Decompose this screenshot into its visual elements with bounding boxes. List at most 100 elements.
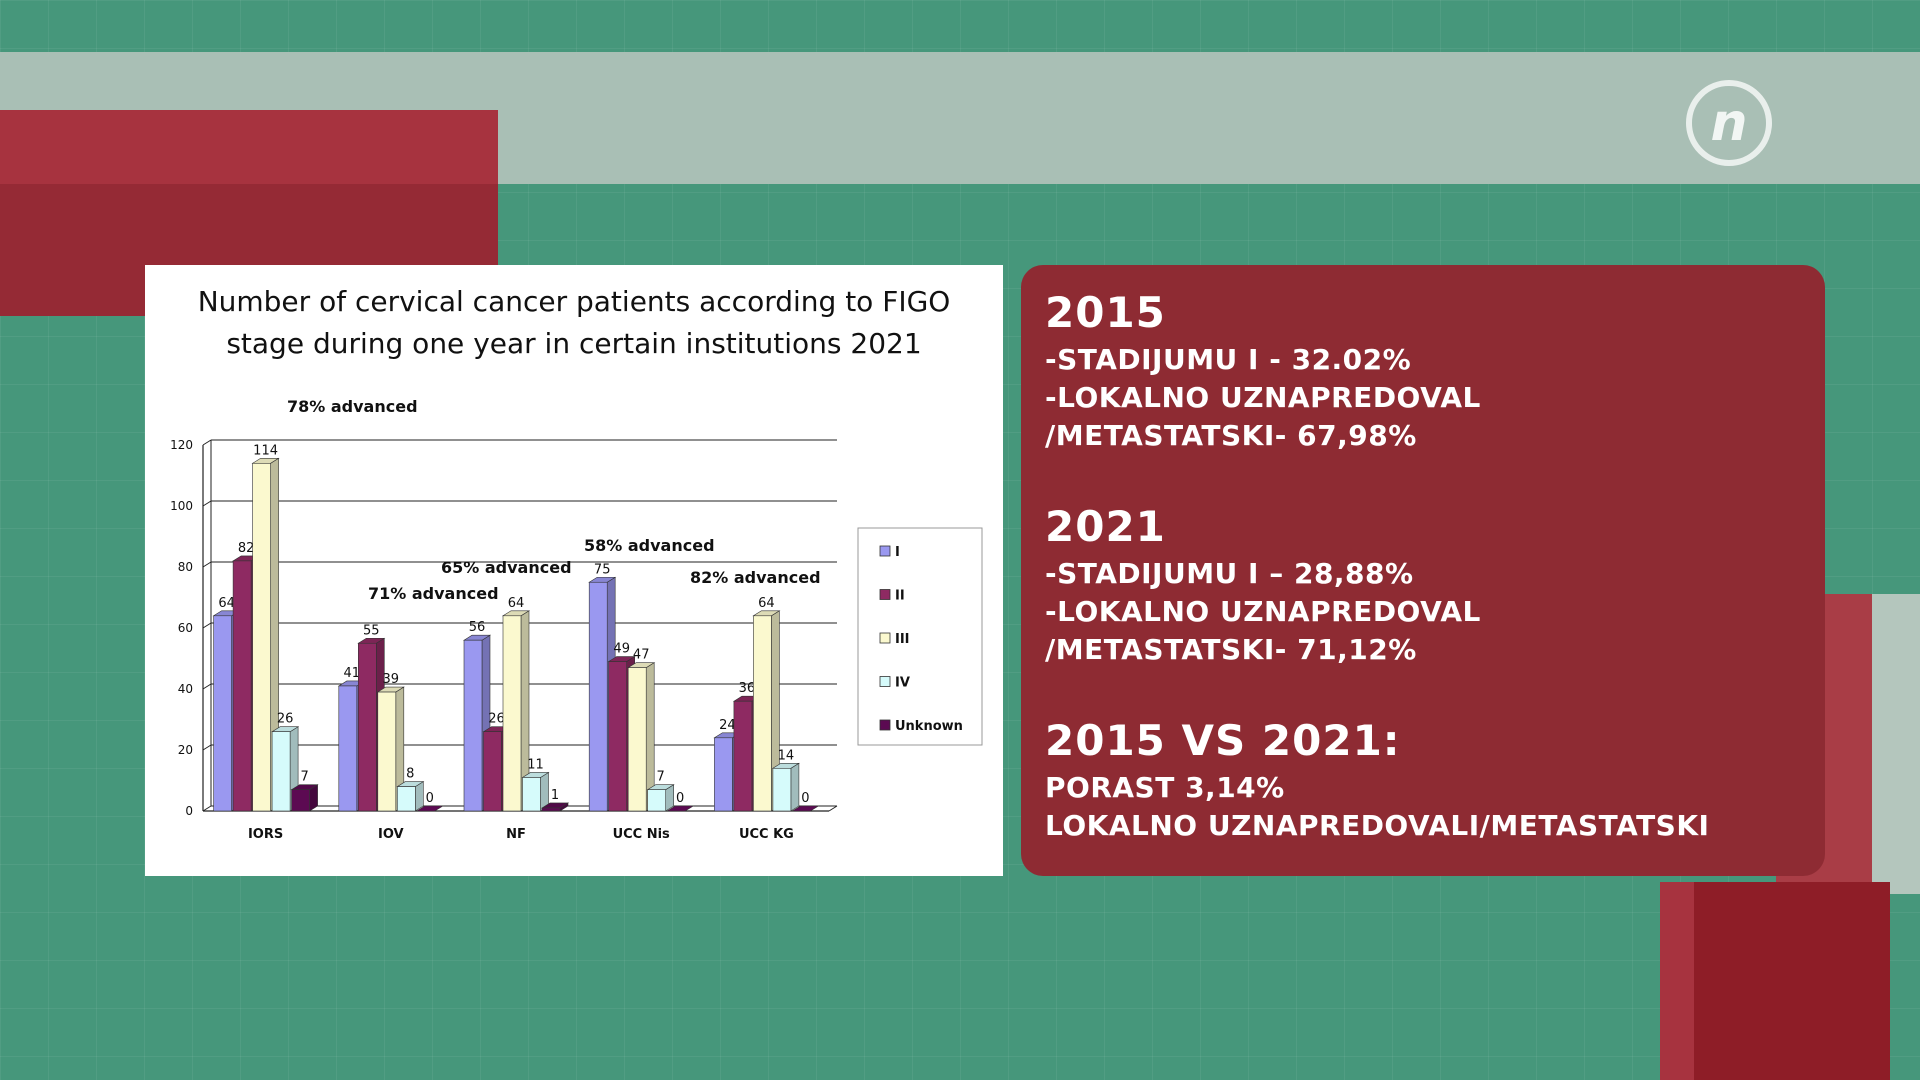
info-line: -STADIJUMU I - 32.02% — [1045, 343, 1412, 376]
data-label: 55 — [363, 623, 380, 638]
info-line: LOKALNO UZNAPREDOVALI/METASTATSKI — [1045, 809, 1710, 842]
legend-label: IV — [895, 676, 910, 691]
y-tick-label: 60 — [178, 621, 193, 635]
x-tick-label: IOV — [378, 827, 404, 842]
bar — [213, 615, 232, 812]
data-label: 64 — [758, 596, 775, 611]
year-2021-heading: 2021 — [1045, 502, 1166, 551]
bar — [358, 642, 377, 812]
y-tick-label: 0 — [185, 804, 193, 818]
advanced-annotation: 65% advanced — [441, 558, 572, 577]
gridline-depth — [202, 561, 212, 568]
bar — [588, 581, 608, 812]
info-block-2015: 2015 -STADIJUMU I - 32.02% -LOKALNO UZNA… — [1045, 285, 1481, 455]
gridline-depth — [202, 500, 212, 507]
bar — [791, 805, 820, 812]
advanced-annotation: 82% advanced — [690, 568, 821, 587]
x-tick-label: IORS — [248, 827, 283, 842]
info-line: -LOKALNO UZNAPREDOVAL — [1045, 381, 1481, 414]
data-label: 82 — [238, 541, 255, 556]
data-label: 1 — [551, 788, 559, 803]
n-logo-icon: n — [1686, 80, 1772, 166]
info-line: -STADIJUMU I – 28,88% — [1045, 557, 1414, 590]
data-label: 7 — [300, 770, 308, 785]
bar — [463, 639, 483, 812]
decorative-red-block-bottom-edge — [1660, 882, 1694, 1080]
bar — [252, 463, 271, 812]
gridline-depth — [202, 439, 212, 446]
comparison-heading: 2015 VS 2021: — [1045, 716, 1401, 765]
bar — [608, 661, 628, 812]
gridline-depth — [202, 683, 212, 690]
info-panel: 2015 -STADIJUMU I - 32.02% -LOKALNO UZNA… — [1021, 265, 1825, 876]
x-tick-label: UCC KG — [739, 827, 794, 842]
chart-title: Number of cervical cancer patients accor… — [145, 281, 1003, 365]
bar — [377, 691, 397, 812]
x-axis-depth — [828, 805, 838, 812]
legend-swatch — [879, 632, 891, 644]
y-tick-label: 40 — [178, 682, 193, 696]
info-block-comparison: 2015 VS 2021: PORAST 3,14% LOKALNO UZNAP… — [1045, 713, 1709, 845]
bar — [733, 700, 753, 812]
data-label: 26 — [488, 712, 505, 727]
bar — [232, 560, 252, 812]
legend-label: I — [895, 545, 900, 560]
x-tick-label: UCC Nis — [613, 827, 670, 842]
data-label: 49 — [613, 642, 630, 657]
bar — [291, 789, 310, 812]
data-label: 14 — [778, 748, 795, 763]
legend-swatch — [879, 545, 891, 557]
legend-swatch — [879, 589, 891, 600]
data-label: 7 — [657, 770, 665, 785]
advanced-annotation: 78% advanced — [287, 397, 418, 416]
data-label: 114 — [253, 443, 278, 458]
data-label: 26 — [277, 712, 294, 727]
bar — [666, 805, 695, 812]
bar — [271, 731, 291, 812]
bar-chart: 0204060801001206482114267IORS41553980IOV… — [170, 397, 983, 842]
data-label: 47 — [633, 648, 650, 663]
gridline-depth — [202, 805, 212, 812]
bar — [483, 731, 502, 812]
data-label: 64 — [508, 596, 525, 611]
y-tick-label: 100 — [170, 499, 193, 513]
chart-panel: Number of cervical cancer patients accor… — [145, 265, 1003, 876]
bar — [753, 615, 772, 812]
data-label: 56 — [469, 620, 486, 635]
decorative-red-block-bottom — [1660, 882, 1890, 1080]
y-tick-label: 80 — [178, 560, 193, 574]
info-line: /METASTATSKI- 67,98% — [1045, 419, 1417, 452]
bar — [541, 807, 561, 812]
legend-swatch — [879, 676, 891, 687]
bar — [415, 805, 444, 812]
legend-label: II — [895, 589, 905, 604]
legend-label: Unknown — [895, 719, 963, 734]
data-label: 8 — [406, 767, 414, 782]
data-label: 0 — [676, 791, 684, 806]
data-label: 24 — [719, 718, 736, 733]
bar — [772, 767, 792, 812]
logo-letter: n — [1710, 93, 1748, 153]
data-label: 11 — [527, 757, 544, 772]
bar — [397, 786, 416, 812]
gridline-depth — [202, 744, 212, 751]
advanced-annotation: 58% advanced — [584, 536, 715, 555]
info-line: /METASTATSKI- 71,12% — [1045, 633, 1417, 666]
info-line: -LOKALNO UZNAPREDOVAL — [1045, 595, 1481, 628]
data-label: 75 — [594, 562, 611, 577]
data-label: 41 — [344, 666, 361, 681]
chart-title-line-2: stage during one year in certain institu… — [226, 327, 922, 360]
info-block-2021: 2021 -STADIJUMU I – 28,88% -LOKALNO UZNA… — [1045, 499, 1481, 669]
y-tick-label: 20 — [178, 743, 193, 757]
advanced-annotation: 71% advanced — [368, 584, 499, 603]
data-label: 0 — [426, 791, 434, 806]
chart-title-line-1: Number of cervical cancer patients accor… — [197, 285, 951, 318]
bar — [714, 737, 733, 812]
data-label: 36 — [739, 681, 756, 696]
bar-side — [790, 762, 800, 812]
bar — [338, 685, 358, 812]
info-line: PORAST 3,14% — [1045, 771, 1285, 804]
year-2015-heading: 2015 — [1045, 288, 1166, 337]
bar — [647, 789, 667, 812]
bar — [502, 615, 522, 812]
